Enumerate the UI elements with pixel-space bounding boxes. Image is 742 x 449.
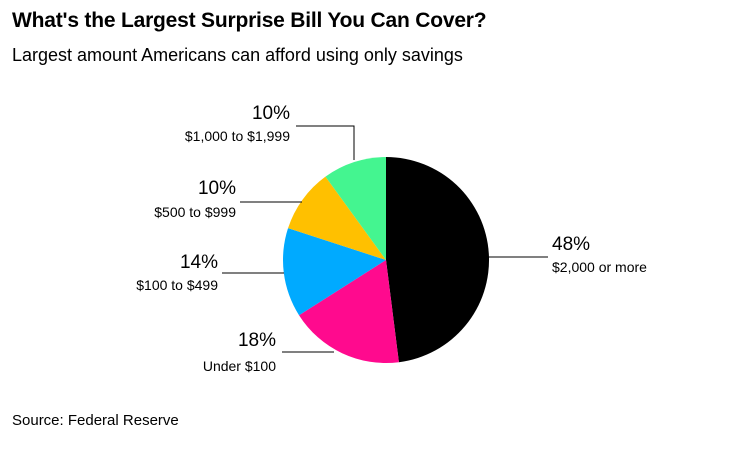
slice-percent-label: 48% — [552, 234, 590, 255]
pie-slice-1 — [386, 157, 490, 363]
pie-slice-3 — [282, 228, 386, 316]
slice-category-label: $500 to $999 — [154, 204, 236, 220]
slice-category-label: $2,000 or more — [552, 259, 647, 275]
pie-slice-4 — [288, 176, 386, 260]
slice-percent-label: 18% — [238, 330, 276, 351]
pie-slice-5 — [325, 157, 386, 260]
slice-category-label: $100 to $499 — [136, 277, 218, 293]
pie-slice-2 — [299, 260, 399, 364]
slice-percent-label: 14% — [180, 252, 218, 273]
source-note: Source: Federal Reserve — [12, 412, 179, 429]
chart-title: What's the Largest Surprise Bill You Can… — [12, 9, 487, 32]
slice-percent-label: 10% — [252, 103, 290, 124]
slice-category-label: $1,000 to $1,999 — [185, 128, 290, 144]
slice-category-label: Under $100 — [203, 358, 276, 374]
chart-subtitle: Largest amount Americans can afford usin… — [12, 45, 463, 65]
leader-line — [296, 125, 355, 160]
slice-percent-label: 10% — [198, 178, 236, 199]
